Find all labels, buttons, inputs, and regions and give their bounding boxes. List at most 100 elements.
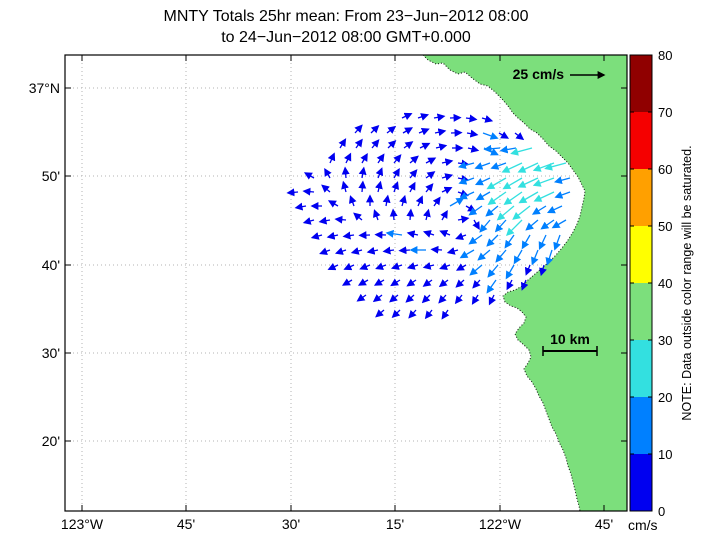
current-vector	[531, 249, 539, 266]
y-axis-tick-label: 30'	[41, 345, 60, 361]
current-vector	[359, 262, 371, 271]
current-vector	[366, 246, 379, 255]
current-vector	[490, 162, 507, 170]
current-vector	[468, 234, 483, 245]
current-vector	[468, 205, 483, 216]
colorbar-tick-label: 80	[658, 48, 673, 63]
current-vector	[302, 187, 315, 196]
current-vector	[350, 247, 363, 255]
current-vector	[499, 145, 517, 154]
current-vector	[545, 249, 554, 266]
current-vector	[371, 139, 380, 149]
current-vector	[434, 128, 447, 137]
current-vector	[457, 161, 475, 170]
figure-title: MNTY Totals 25hr mean: From 23−Jun−2012 …	[65, 6, 627, 48]
current-vector	[405, 294, 415, 303]
current-vector	[418, 127, 430, 136]
current-vector	[390, 262, 403, 270]
current-vector	[408, 181, 416, 193]
current-vector	[310, 232, 323, 240]
current-vector	[472, 219, 480, 231]
current-vector	[495, 249, 507, 263]
current-vector	[505, 264, 515, 280]
current-vector	[441, 309, 450, 320]
current-vector	[486, 177, 507, 190]
current-vector	[419, 142, 431, 151]
current-vector	[286, 188, 299, 197]
current-vector	[458, 177, 475, 185]
current-vector	[294, 202, 307, 211]
current-vector	[425, 157, 437, 165]
current-vector	[389, 294, 399, 303]
colorbar-band	[630, 454, 652, 511]
current-vector	[375, 309, 385, 318]
current-vector	[438, 294, 447, 304]
colorbar-band	[630, 55, 652, 112]
current-vector	[439, 262, 451, 270]
current-vector	[326, 231, 339, 240]
current-vector	[512, 205, 531, 220]
current-vector	[482, 132, 499, 140]
current-vector	[393, 154, 402, 164]
current-vector	[422, 230, 435, 238]
current-vector	[422, 261, 435, 270]
scale-bar-label: 10 km	[550, 331, 590, 347]
current-vector	[531, 205, 547, 215]
colorbar-band	[630, 340, 652, 397]
current-vector	[382, 246, 395, 255]
colorbar-tick-label: 30	[658, 333, 673, 348]
current-vector	[455, 279, 465, 288]
colorbar-note: NOTE: Data outside color range will be s…	[680, 145, 694, 421]
current-vector	[425, 183, 434, 193]
current-vector	[430, 245, 443, 254]
current-vector	[486, 234, 499, 247]
colorbar-tick-label: 20	[658, 390, 673, 405]
colorbar-tick-label: 40	[658, 276, 673, 291]
current-vector	[440, 209, 448, 221]
current-vector	[354, 124, 363, 134]
x-axis-tick-label: 122°W	[478, 516, 522, 532]
current-vector	[466, 129, 479, 138]
x-axis-tick-label: 123°W	[60, 516, 104, 532]
current-vector	[467, 144, 480, 153]
current-vector	[457, 215, 470, 224]
current-vector	[503, 191, 523, 205]
current-vector	[510, 147, 533, 156]
current-vector	[475, 191, 491, 201]
current-vector	[474, 177, 491, 186]
current-vector	[455, 232, 467, 240]
current-vector	[341, 166, 350, 179]
current-vector	[544, 162, 567, 171]
current-vector	[343, 262, 355, 271]
current-vector	[387, 139, 397, 149]
current-vector	[439, 229, 451, 238]
current-vector	[520, 279, 529, 291]
colorbar-band	[630, 283, 652, 340]
current-vector	[319, 247, 331, 255]
current-vector	[501, 162, 523, 173]
current-vector	[496, 205, 515, 221]
current-vector	[406, 208, 415, 221]
current-vector	[487, 264, 499, 278]
current-vector	[353, 212, 363, 221]
current-vector	[415, 195, 424, 207]
current-vector	[422, 278, 433, 287]
current-vector	[524, 264, 533, 276]
current-vector	[406, 230, 419, 239]
current-vector	[486, 279, 497, 294]
current-vector	[327, 200, 339, 208]
current-vector	[441, 173, 454, 181]
current-vector	[338, 138, 347, 149]
plot-border	[64, 54, 628, 512]
current-vector	[471, 294, 480, 305]
current-vector	[485, 205, 499, 217]
current-vector	[457, 174, 470, 183]
colorbar-tick-label: 10	[658, 447, 673, 462]
current-vector	[401, 112, 413, 121]
current-vector	[458, 191, 475, 200]
current-vector	[303, 172, 315, 180]
x-axis-tick-label: 15'	[385, 516, 405, 532]
current-vector	[391, 181, 399, 193]
current-vector	[498, 131, 510, 139]
current-vector	[553, 176, 571, 185]
